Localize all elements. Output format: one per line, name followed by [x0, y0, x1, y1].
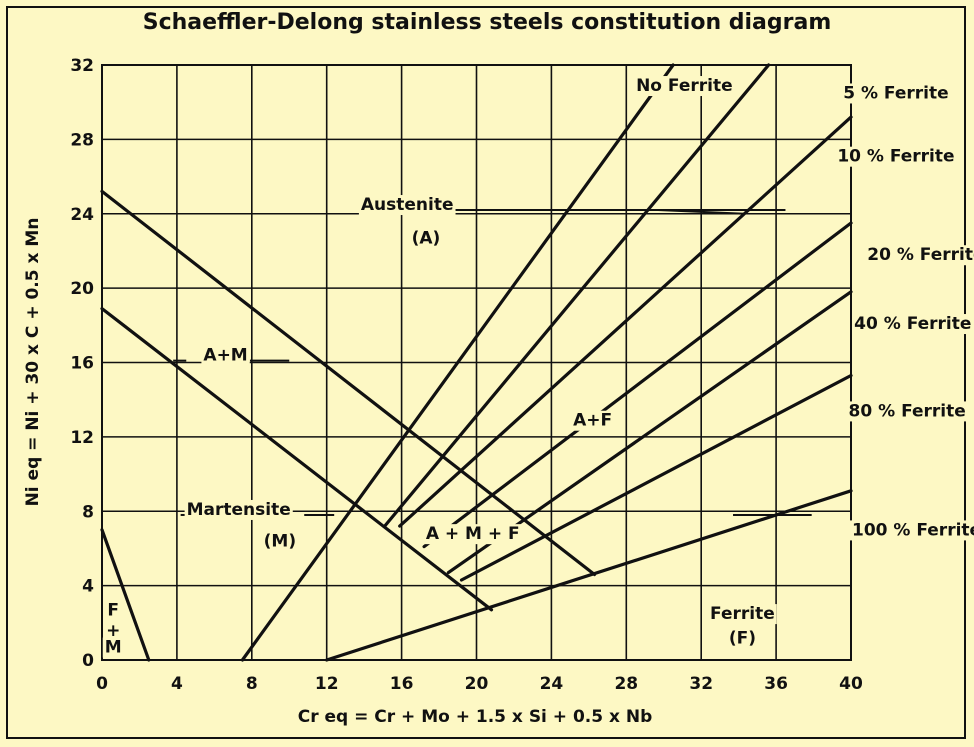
label-background: [726, 628, 758, 649]
region-label: 80 % Ferrite: [849, 401, 966, 421]
x-tick-label: 8: [246, 674, 258, 694]
region-label: (A): [412, 229, 441, 249]
boundary-line: [100, 528, 151, 662]
x-tick-label: 0: [96, 674, 108, 694]
boundary-line: [398, 115, 853, 528]
region-label: 20 % Ferrite: [867, 245, 974, 265]
label-background: [865, 245, 974, 266]
x-tick-label: 16: [390, 674, 414, 694]
label-background: [358, 195, 456, 216]
label-background: [841, 83, 951, 104]
region-label: A+F: [573, 411, 612, 431]
boundary-line: [240, 63, 675, 662]
region-label: A + M + F: [426, 524, 520, 544]
boundary-line: [100, 189, 597, 577]
y-tick-label: 8: [82, 502, 94, 522]
x-tick-label: 20: [465, 674, 489, 694]
boundary-line: [325, 489, 853, 662]
label-background: [261, 531, 299, 552]
x-tick-label: 40: [839, 674, 863, 694]
boundary-line: [459, 373, 853, 582]
boundary-line: [383, 63, 771, 528]
y-tick-label: 4: [82, 577, 94, 597]
region-label: +: [106, 621, 120, 641]
label-background: [102, 637, 124, 658]
x-tick-label: 28: [614, 674, 638, 694]
region-label: 100 % Ferrite: [852, 520, 974, 540]
region-label: 40 % Ferrite: [854, 314, 971, 334]
y-axis-label: Ni eq = Ni + 30 x C + 0.5 x Mn: [23, 218, 43, 507]
region-label: (M): [264, 532, 296, 552]
x-tick-label: 32: [689, 674, 713, 694]
boundary-line: [100, 307, 494, 612]
label-background: [846, 401, 968, 422]
chart-title: Schaeffler-Delong stainless steels const…: [143, 10, 832, 35]
leader-lines: [173, 209, 812, 516]
chart-frame: [6, 6, 966, 739]
label-background: [104, 620, 123, 641]
x-tick-label: 24: [540, 674, 564, 694]
region-label: F: [107, 600, 119, 620]
leader-line: [658, 209, 745, 215]
label-background: [571, 410, 615, 431]
y-tick-label: 0: [82, 651, 94, 671]
label-background: [105, 600, 122, 621]
label-background: [201, 345, 250, 366]
region-label: 10 % Ferrite: [837, 147, 954, 167]
label-background: [708, 604, 777, 625]
plot-border: [101, 64, 852, 661]
label-background: [852, 314, 974, 335]
x-tick-label: 12: [315, 674, 339, 694]
x-axis-label: Cr eq = Cr + Mo + 1.5 x Si + 0.5 x Nb: [298, 707, 653, 727]
label-background: [423, 524, 522, 545]
x-tick-label: 4: [171, 674, 183, 694]
y-tick-label: 32: [70, 56, 94, 76]
region-label: Austenite: [361, 195, 454, 215]
region-label: (F): [729, 628, 756, 648]
boundary-lines: [100, 63, 853, 662]
y-tick-label: 24: [70, 205, 94, 225]
region-label: Ferrite: [710, 604, 775, 624]
region-label: A+M: [203, 346, 247, 366]
label-background: [409, 228, 443, 249]
region-label: Martensite: [187, 500, 291, 520]
label-background: [850, 520, 974, 541]
label-background: [184, 499, 293, 520]
y-tick-label: 16: [70, 354, 94, 374]
x-ticks: 0 4 8 12 16 20 24 28 32 36 40: [96, 674, 863, 694]
region-labels: Austenite (A) A+M Martensite (M) A + M + F A+F…: [102, 76, 974, 658]
region-label: No Ferrite: [636, 76, 733, 96]
region-label: 5 % Ferrite: [843, 83, 948, 103]
y-ticks: 0 4 8 12 16 20 24 28 32: [70, 56, 94, 671]
y-tick-label: 20: [70, 279, 94, 299]
y-tick-label: 12: [70, 428, 94, 448]
region-label: M: [105, 638, 122, 658]
label-background: [835, 146, 957, 167]
x-tick-label: 36: [764, 674, 788, 694]
label-background: [634, 76, 735, 97]
y-tick-label: 28: [70, 130, 94, 150]
boundary-line: [422, 221, 853, 549]
